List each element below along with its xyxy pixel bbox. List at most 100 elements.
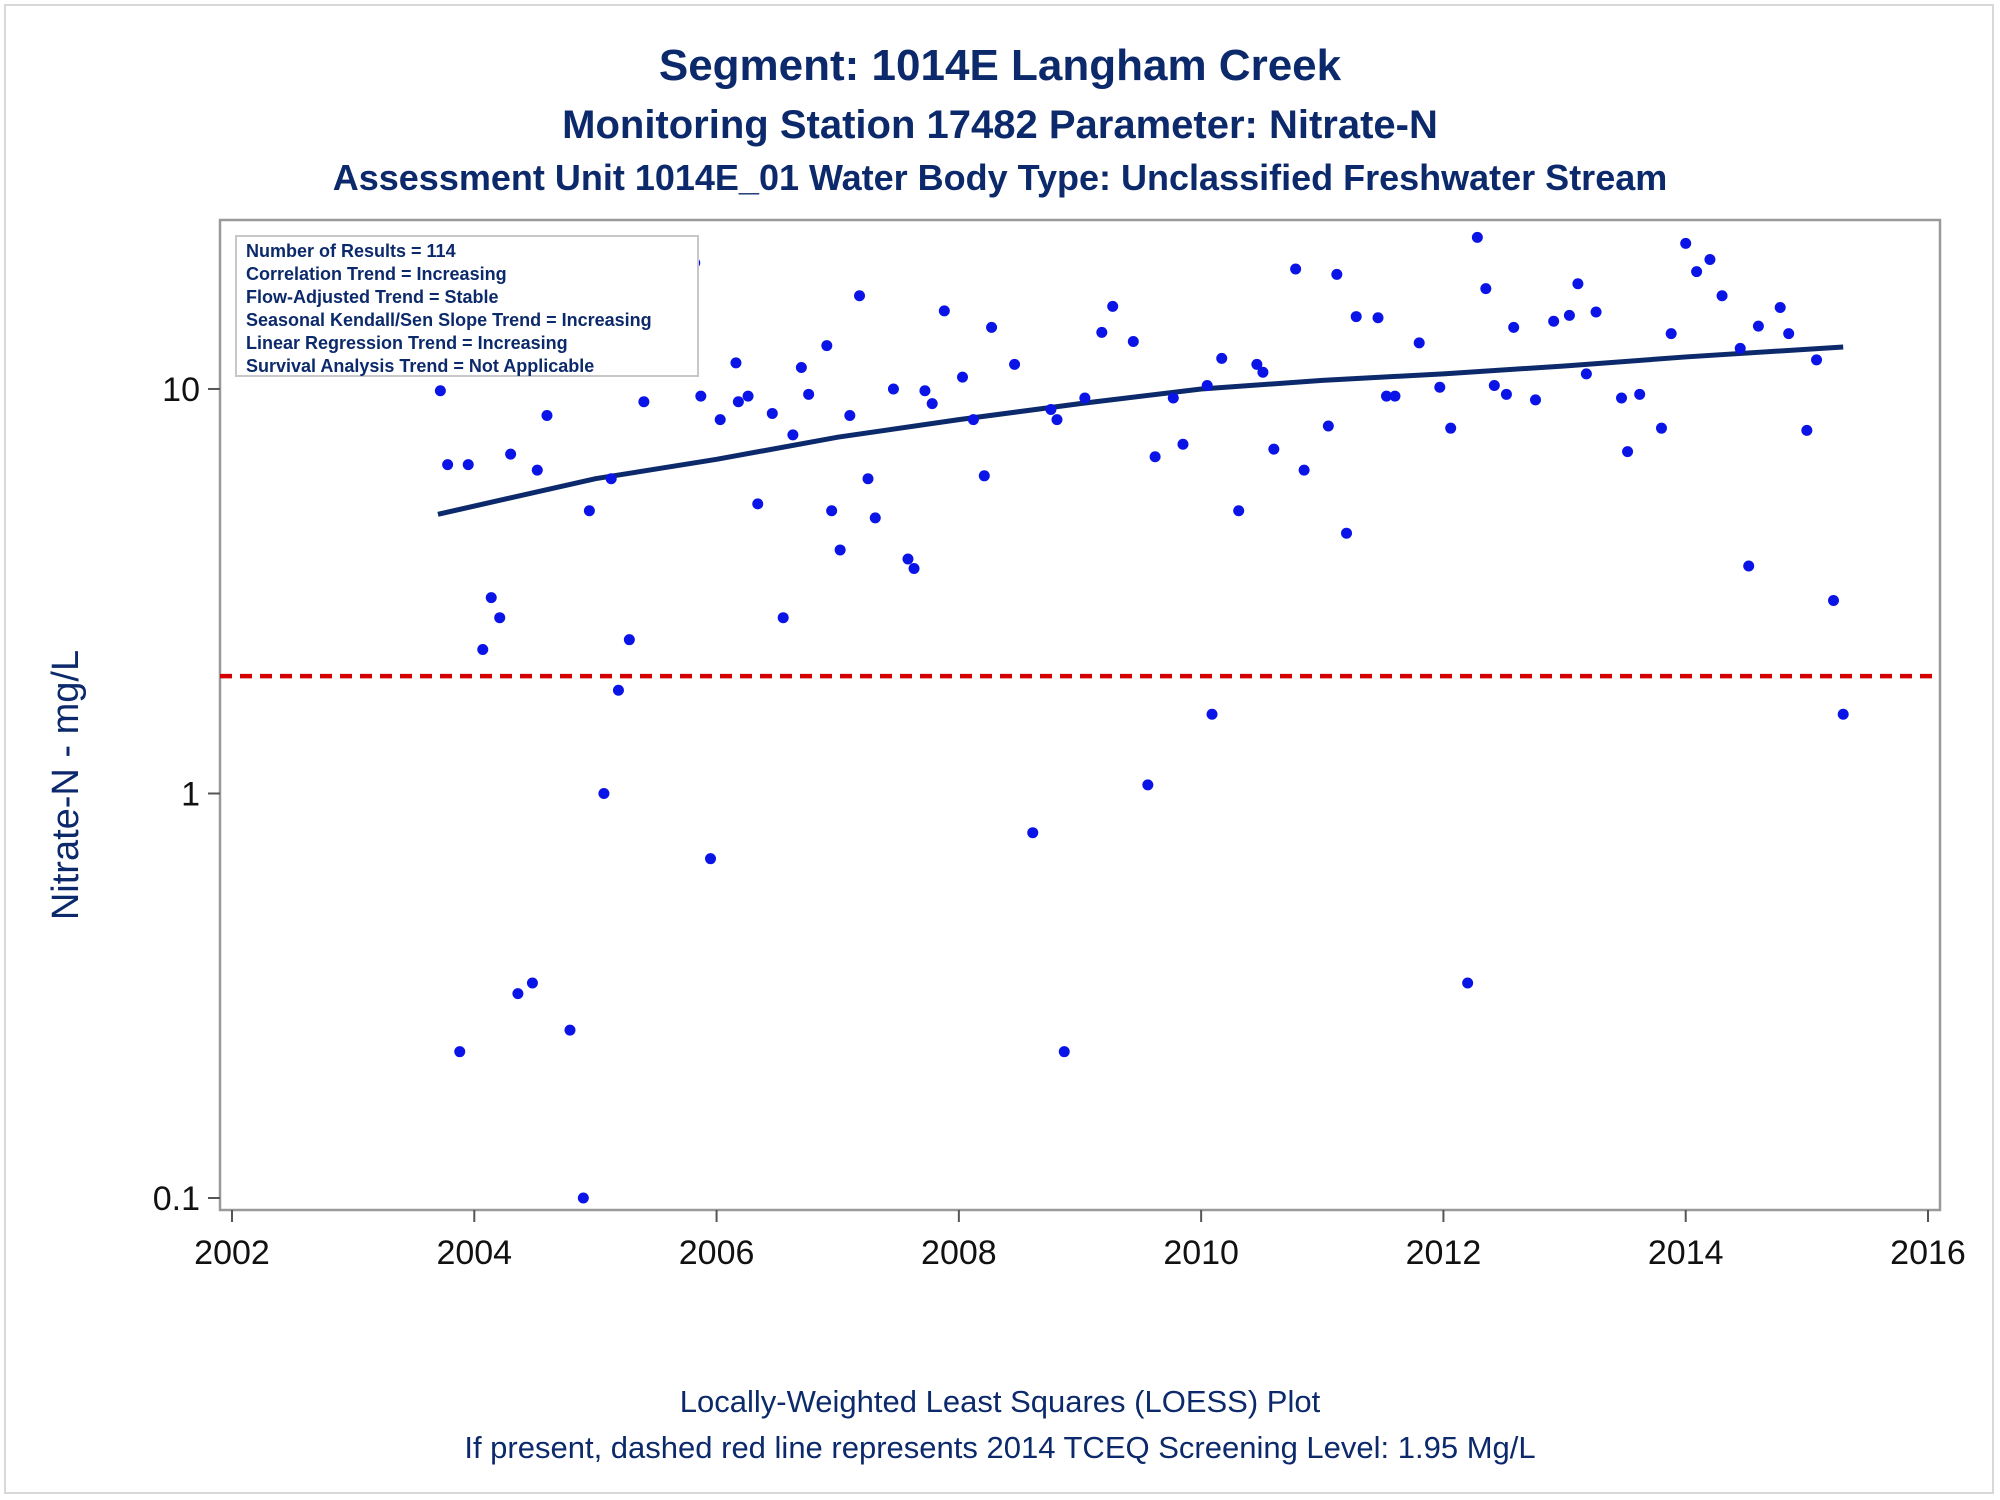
data-point <box>887 383 899 395</box>
data-point <box>732 396 744 408</box>
data-point <box>1350 311 1362 323</box>
x-tick-label: 2012 <box>1406 1234 1482 1272</box>
data-point <box>862 473 874 485</box>
data-point <box>1716 290 1728 302</box>
data-point <box>1216 352 1228 364</box>
data-point <box>1508 321 1520 333</box>
data-point <box>926 398 938 410</box>
data-point <box>1734 342 1746 354</box>
data-point <box>1811 354 1823 366</box>
data-point <box>1079 392 1091 404</box>
data-point <box>577 1192 589 1204</box>
data-point <box>1331 268 1343 280</box>
data-point <box>695 390 707 402</box>
data-point <box>1380 390 1392 402</box>
x-tick-label: 2008 <box>921 1234 997 1272</box>
data-point <box>908 562 920 574</box>
plot-area <box>218 218 1942 1212</box>
data-point <box>598 787 610 799</box>
data-point <box>512 988 524 1000</box>
trend-summary-box: Number of Results = 114 Correlation Tren… <box>235 235 699 377</box>
data-point <box>1372 312 1384 324</box>
data-point <box>1149 451 1161 463</box>
data-point <box>1743 560 1755 572</box>
data-point <box>442 459 454 471</box>
data-point <box>1233 505 1245 517</box>
data-point <box>1622 446 1634 458</box>
data-point <box>795 362 807 374</box>
data-point <box>967 414 979 426</box>
footnote-screening-level: If present, dashed red line represents 2… <box>464 1430 1535 1465</box>
data-point <box>752 498 764 510</box>
data-point <box>978 470 990 482</box>
inset-line: Survival Analysis Trend = Not Applicable <box>246 356 594 376</box>
x-tick-label: 2014 <box>1648 1234 1724 1272</box>
data-point <box>1096 326 1108 338</box>
data-point <box>777 612 789 624</box>
data-point <box>1177 438 1189 450</box>
x-tick-label: 2002 <box>194 1234 270 1272</box>
inset-line: Flow-Adjusted Trend = Stable <box>246 287 499 307</box>
trend-summary-border <box>235 235 699 377</box>
data-point <box>505 448 517 460</box>
x-tick-label: 2016 <box>1890 1234 1966 1272</box>
data-point <box>454 1046 466 1058</box>
data-point <box>1127 336 1139 348</box>
chart-subtitle: Monitoring Station 17482 Parameter: Nitr… <box>562 103 1438 147</box>
data-point <box>1828 594 1840 606</box>
footnote-loess: Locally-Weighted Least Squares (LOESS) P… <box>680 1384 1321 1419</box>
data-point <box>1009 358 1021 370</box>
data-point <box>623 634 635 646</box>
data-point <box>462 459 474 471</box>
data-point <box>1290 263 1302 275</box>
data-point <box>1298 464 1310 476</box>
y-tick-label: 10 <box>162 371 200 409</box>
y-axis: 0.1 1 10 <box>153 371 220 1218</box>
data-point <box>1107 300 1119 312</box>
data-point <box>1580 368 1592 380</box>
x-tick-label: 2004 <box>436 1234 512 1272</box>
data-point <box>1167 392 1179 404</box>
data-point <box>1201 379 1213 391</box>
data-point <box>1704 253 1716 265</box>
inset-line: Correlation Trend = Increasing <box>246 264 507 284</box>
data-point <box>730 357 742 369</box>
data-point <box>526 977 538 989</box>
data-point <box>705 853 717 865</box>
data-point <box>1058 1046 1070 1058</box>
data-point <box>714 414 726 426</box>
data-point <box>605 473 617 485</box>
data-point <box>1322 420 1334 432</box>
data-point <box>1774 302 1786 314</box>
data-point <box>1634 388 1646 400</box>
data-point <box>564 1024 576 1036</box>
data-point <box>787 429 799 441</box>
data-point <box>803 388 815 400</box>
data-point <box>1529 394 1541 406</box>
x-axis: 2002 2004 2006 2008 2010 2012 2014 2016 <box>194 1210 1966 1272</box>
x-tick-label: 2006 <box>679 1234 755 1272</box>
data-point <box>1783 328 1795 340</box>
data-point <box>844 409 856 421</box>
data-point <box>1680 237 1692 249</box>
data-point <box>485 592 497 604</box>
data-point <box>1445 422 1457 434</box>
data-point <box>1488 379 1500 391</box>
data-point <box>583 505 595 517</box>
data-point <box>1251 358 1263 370</box>
inset-line: Seasonal Kendall/Sen Slope Trend = Incre… <box>246 310 652 330</box>
chart-subtitle-2: Assessment Unit 1014E_01 Water Body Type… <box>333 157 1668 198</box>
data-point <box>919 385 931 397</box>
data-point <box>1752 320 1764 332</box>
inset-line: Linear Regression Trend = Increasing <box>246 333 568 353</box>
data-point <box>1471 231 1483 243</box>
data-point <box>1837 708 1849 720</box>
data-point <box>638 396 650 408</box>
data-point <box>1413 337 1425 349</box>
data-point <box>1257 366 1269 378</box>
loess-trend-line <box>437 344 1844 517</box>
data-point <box>1045 403 1057 415</box>
data-point <box>869 512 881 524</box>
data-point <box>1691 266 1703 278</box>
